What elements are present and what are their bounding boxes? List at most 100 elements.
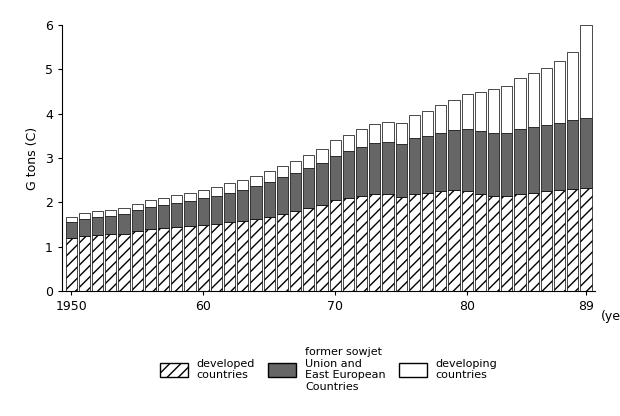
Bar bbox=[145, 207, 156, 229]
Bar bbox=[343, 198, 354, 291]
Bar bbox=[158, 228, 169, 291]
Bar bbox=[488, 196, 499, 291]
Bar bbox=[580, 25, 591, 118]
Bar bbox=[105, 234, 117, 291]
Bar bbox=[250, 219, 262, 291]
Bar bbox=[475, 194, 486, 291]
Bar bbox=[224, 193, 235, 223]
Bar bbox=[79, 236, 90, 291]
Bar bbox=[448, 190, 459, 291]
Bar bbox=[198, 198, 209, 225]
Bar bbox=[237, 190, 249, 221]
Bar bbox=[528, 73, 539, 127]
Bar bbox=[435, 191, 446, 291]
Bar bbox=[541, 68, 552, 125]
Bar bbox=[316, 205, 327, 291]
Bar bbox=[343, 151, 354, 198]
Bar bbox=[184, 201, 196, 226]
Bar bbox=[118, 233, 130, 291]
Bar bbox=[330, 140, 341, 156]
Bar bbox=[145, 200, 156, 207]
Bar bbox=[131, 231, 143, 291]
Bar bbox=[356, 129, 367, 147]
Bar bbox=[515, 129, 526, 193]
Bar bbox=[264, 217, 275, 291]
Bar bbox=[92, 235, 104, 291]
Bar bbox=[422, 111, 433, 136]
Bar bbox=[488, 89, 499, 133]
Bar bbox=[383, 194, 394, 291]
Bar bbox=[383, 142, 394, 194]
Bar bbox=[409, 193, 420, 291]
Bar bbox=[158, 198, 169, 205]
Bar bbox=[475, 92, 486, 131]
Bar bbox=[396, 197, 407, 291]
Bar bbox=[250, 176, 262, 186]
Bar bbox=[290, 161, 301, 173]
Bar bbox=[66, 223, 77, 238]
Bar bbox=[528, 193, 539, 291]
Bar bbox=[118, 214, 130, 233]
Y-axis label: G tons (C): G tons (C) bbox=[27, 126, 40, 190]
Bar bbox=[515, 78, 526, 129]
Bar bbox=[554, 190, 565, 291]
Bar bbox=[528, 127, 539, 193]
Bar bbox=[277, 177, 288, 213]
Bar bbox=[541, 191, 552, 291]
Bar bbox=[580, 118, 591, 188]
Bar bbox=[145, 229, 156, 291]
Bar bbox=[131, 204, 143, 210]
Bar bbox=[224, 223, 235, 291]
Bar bbox=[171, 196, 182, 203]
Bar bbox=[105, 210, 117, 216]
Bar bbox=[448, 100, 459, 130]
Bar bbox=[501, 86, 512, 133]
Legend: developed
countries, former sowjet
Union and
East European
Countries, developing: developed countries, former sowjet Union… bbox=[154, 342, 503, 397]
Bar bbox=[330, 156, 341, 200]
Bar bbox=[303, 168, 314, 208]
Bar bbox=[369, 124, 381, 143]
Bar bbox=[501, 196, 512, 291]
Bar bbox=[383, 122, 394, 142]
Bar bbox=[541, 125, 552, 191]
Bar bbox=[211, 187, 222, 196]
Bar bbox=[448, 130, 459, 190]
Bar bbox=[171, 203, 182, 227]
Bar bbox=[237, 180, 249, 190]
Bar bbox=[330, 200, 341, 291]
Bar bbox=[356, 147, 367, 196]
Bar bbox=[316, 163, 327, 205]
Bar bbox=[515, 193, 526, 291]
Bar bbox=[303, 208, 314, 291]
Bar bbox=[92, 217, 104, 235]
Bar bbox=[554, 123, 565, 190]
Bar bbox=[303, 155, 314, 168]
Bar bbox=[461, 129, 473, 191]
Bar bbox=[290, 173, 301, 211]
Bar bbox=[79, 213, 90, 219]
Bar bbox=[316, 149, 327, 163]
Bar bbox=[184, 193, 196, 201]
Bar bbox=[343, 135, 354, 151]
Bar bbox=[369, 143, 381, 193]
Bar bbox=[409, 138, 420, 193]
Bar bbox=[66, 238, 77, 291]
Bar bbox=[79, 219, 90, 236]
Bar bbox=[580, 188, 591, 291]
Bar bbox=[277, 213, 288, 291]
Bar bbox=[105, 216, 117, 234]
Bar bbox=[422, 193, 433, 291]
Bar bbox=[409, 114, 420, 138]
Bar bbox=[198, 225, 209, 291]
Bar bbox=[435, 105, 446, 133]
Bar bbox=[264, 182, 275, 217]
Bar bbox=[356, 196, 367, 291]
Bar bbox=[567, 120, 578, 189]
Bar bbox=[237, 221, 249, 291]
Bar bbox=[396, 123, 407, 144]
Bar bbox=[435, 133, 446, 191]
Bar bbox=[488, 133, 499, 196]
Bar bbox=[211, 224, 222, 291]
Bar bbox=[171, 227, 182, 291]
Bar bbox=[118, 208, 130, 214]
